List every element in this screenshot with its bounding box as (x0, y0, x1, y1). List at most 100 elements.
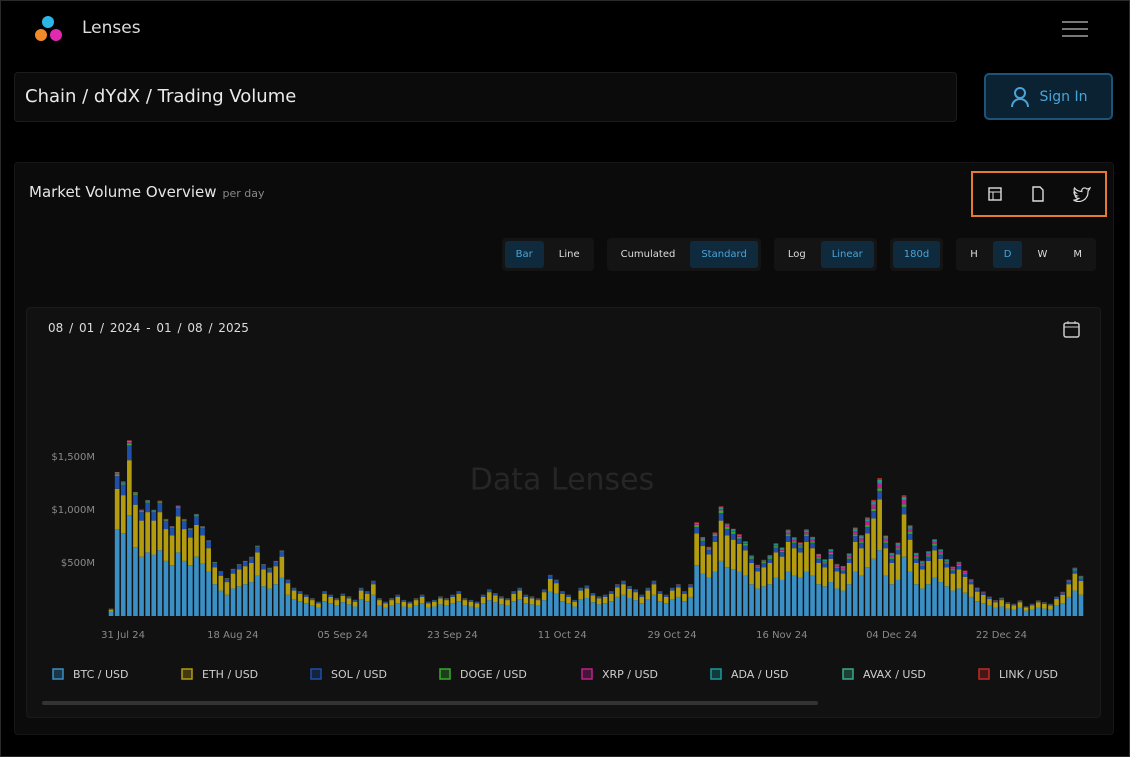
bar-segment (865, 519, 870, 522)
toggle-button[interactable]: 180d (892, 241, 941, 268)
bar-segment (578, 588, 584, 591)
toggle-button[interactable]: Log (787, 249, 806, 260)
bar-segment (761, 562, 767, 564)
bar-segment (944, 567, 950, 587)
bar-segment (267, 572, 272, 589)
bar-segment (657, 593, 663, 602)
bar-segment (676, 585, 681, 588)
bar-segment (255, 547, 260, 553)
bar-segment (444, 600, 449, 606)
bar-segment (133, 495, 138, 505)
bar-segment (962, 592, 968, 616)
bar-segment (901, 497, 907, 501)
bar-segment (987, 599, 992, 606)
bar-segment (523, 596, 529, 604)
bar-segment (377, 600, 382, 606)
bar-segment (840, 573, 846, 591)
bar-segment (852, 528, 858, 530)
bar-segment (1078, 594, 1084, 616)
bar-segment (810, 575, 815, 616)
toggle-button[interactable]: Linear (820, 241, 874, 268)
date-start: 08 / 01 / 2024 (48, 321, 141, 335)
toggle-button[interactable]: D (992, 241, 1023, 268)
bar-segment (895, 554, 901, 580)
table-icon[interactable] (987, 186, 1003, 202)
bar-segment (907, 571, 913, 616)
bar-segment (755, 565, 760, 567)
bar-segment (907, 525, 913, 527)
bar-segment (913, 558, 919, 563)
toggle-button[interactable]: Cumulated (620, 249, 676, 260)
bar-segment (212, 567, 218, 585)
bar-segment (767, 563, 773, 585)
bar-segment (718, 520, 724, 561)
legend-swatch (439, 668, 451, 680)
bar-segment (639, 595, 645, 597)
toggle-button[interactable]: M (1073, 249, 1082, 260)
bar-segment (816, 563, 821, 585)
brand[interactable]: Lenses (82, 18, 141, 38)
bar-segment (316, 603, 321, 608)
bar-segment (889, 554, 895, 556)
bar-segment (169, 535, 175, 566)
bar-segment (596, 598, 602, 605)
bar-segment (859, 538, 864, 542)
bar-segment (724, 535, 730, 568)
bar-segment (151, 520, 157, 555)
bar-segment (1011, 605, 1017, 610)
bar-segment (279, 551, 285, 557)
legend-swatch (710, 668, 722, 680)
bar-segment (865, 517, 870, 519)
bar-segment (157, 503, 163, 513)
bar-segment (120, 483, 126, 485)
bar-segment (1060, 593, 1065, 595)
share-tools (971, 171, 1107, 217)
twitter-icon[interactable] (1073, 186, 1092, 202)
legend-swatch (52, 668, 64, 680)
bar-segment (724, 524, 730, 526)
bar-segment (364, 593, 370, 602)
toggle-group: Bar Line (501, 238, 594, 271)
sign-in-button[interactable]: Sign In (984, 73, 1113, 120)
bar-segment (474, 602, 480, 604)
bar-segment (145, 501, 150, 503)
bar-segment (499, 598, 504, 605)
file-icon[interactable] (1030, 186, 1046, 202)
bar-segment (493, 595, 498, 603)
toggle-button[interactable]: W (1037, 249, 1048, 260)
bar-segment (730, 530, 736, 531)
bar-segment (560, 593, 565, 602)
toggle-button[interactable]: Line (558, 249, 580, 260)
bar-segment (1078, 581, 1084, 595)
bar-segment (175, 506, 181, 508)
bar-segment (755, 588, 760, 616)
toggle-button[interactable]: H (970, 249, 978, 260)
bar-segment (651, 581, 657, 585)
bar-segment (456, 593, 462, 602)
bar-segment (724, 526, 730, 530)
bar-segment (791, 542, 797, 549)
bar-segment (175, 507, 181, 517)
toggle-button[interactable]: Standard (690, 241, 758, 268)
bar-segment (981, 603, 986, 616)
date-range[interactable]: 08 / 01 / 2024 - 01 / 08 / 2025 (48, 321, 249, 335)
bar-segment (133, 547, 138, 616)
bar-segment (206, 548, 211, 572)
bar-segment (535, 600, 541, 606)
bar-segment (737, 538, 742, 544)
legend-label: DOGE / USD (460, 668, 527, 681)
bar-segment (432, 606, 437, 616)
bar-segment (352, 606, 358, 616)
menu-button[interactable] (1062, 20, 1088, 38)
bar-segment (279, 556, 285, 578)
scrollbar[interactable] (42, 701, 818, 705)
bar-segment (188, 529, 193, 531)
bar-segment (669, 599, 675, 616)
bar-segment (401, 606, 407, 616)
bar-segment (547, 591, 553, 616)
calendar-button[interactable] (1062, 319, 1082, 339)
bar-segment (554, 580, 559, 584)
bar-segment (1042, 602, 1047, 604)
toggle-button[interactable]: Bar (504, 241, 544, 268)
bar-segment (920, 569, 925, 589)
